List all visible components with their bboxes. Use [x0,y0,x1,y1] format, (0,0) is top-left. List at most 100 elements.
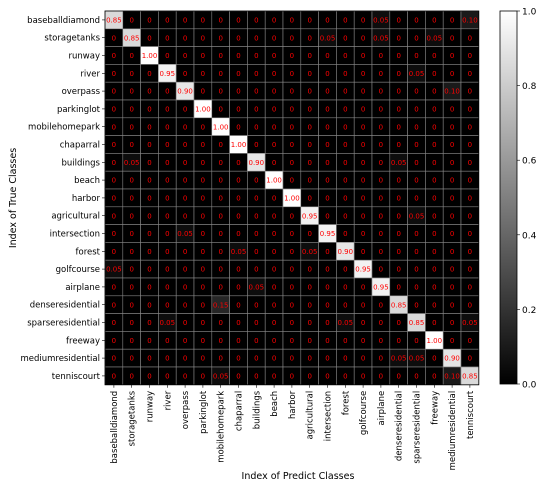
cell-value-label: 0 [307,17,311,25]
x-tick-label: airplane [377,391,387,426]
cell-value-label: 0 [468,177,472,185]
cell-value-label: 0 [147,319,151,327]
cell-value-label: 0 [290,34,294,42]
y-tick-label: sparseresidential [27,319,100,329]
cell-value-label: 0 [290,123,294,131]
cell-value-label: 0 [129,123,133,131]
cell-value-label: 0 [307,34,311,42]
cell-value-label: 0 [343,177,347,185]
cell-value-label: 0.95 [160,70,176,78]
cell-value-label: 0.95 [373,284,389,292]
cell-value-label: 0 [129,301,133,309]
cell-value-label: 0 [325,17,329,25]
cell-value-label: 0 [379,248,383,256]
cell-value-label: 0 [414,230,418,238]
y-axis-label: Index of True Classes [8,148,19,248]
cell-value-label: 0 [468,284,472,292]
cell-value-label: 0 [432,373,436,381]
cell-value-label: 0 [272,337,276,345]
cell-value-label: 0 [218,319,222,327]
cell-value-label: 0 [290,248,294,256]
cell-value-label: 0 [147,177,151,185]
cell-value-label: 0 [325,212,329,220]
x-tick-label: intersection [324,391,334,441]
cell-value-label: 0 [165,88,169,96]
cell-value-label: 1.00 [427,337,443,345]
cell-value-label: 0 [272,17,276,25]
cell-value-label: 0 [236,159,240,167]
cell-value-label: 0 [147,17,151,25]
x-tick-label: river [163,390,173,410]
cell-value-label: 0 [414,88,418,96]
x-tick-label: storagetanks [128,390,138,446]
cell-value-label: 0 [307,195,311,203]
cell-value-label: 0 [450,17,454,25]
cell-value-label: 0 [450,34,454,42]
cell-value-label: 0 [361,17,365,25]
cell-value-label: 0 [432,284,436,292]
cell-value-label: 0 [112,373,116,381]
cell-value-label: 0 [396,34,400,42]
cell-value-label: 0 [379,52,383,60]
cell-value-label: 0 [165,123,169,131]
cell-value-label: 0 [290,88,294,96]
cell-value-label: 0 [343,355,347,363]
cell-value-label: 0 [112,248,116,256]
y-tick-label: mediumresidential [20,354,100,364]
cell-value-label: 0.05 [409,355,425,363]
cell-value-label: 0 [343,70,347,78]
cell-value-label: 0 [307,301,311,309]
cell-value-label: 0 [129,177,133,185]
cell-value-label: 0 [112,301,116,309]
cell-value-label: 0 [218,195,222,203]
cell-value-label: 0 [325,159,329,167]
colorbar [499,10,518,385]
cell-value-label: 0 [112,177,116,185]
cell-value-label: 0.05 [409,70,425,78]
cell-value-label: 0 [147,159,151,167]
cell-value-label: 0.90 [444,355,460,363]
cell-value-label: 0 [147,301,151,309]
cell-value-label: 0 [325,355,329,363]
cell-value-label: 0 [183,159,187,167]
cell-value-label: 0 [432,70,436,78]
x-tick-labels: baseballdiamond storagetanks runway river ov… [110,384,476,470]
cell-value-label: 0 [218,337,222,345]
cell-value-label: 0 [414,17,418,25]
cell-value-label: 0 [396,70,400,78]
cell-value-label: 0 [254,373,258,381]
cell-value-label: 0 [450,337,454,345]
cell-value-label: 0.05 [302,248,318,256]
cell-value-label: 0 [272,355,276,363]
cell-value-label: 0 [112,355,116,363]
cell-value-label: 0 [129,373,133,381]
cell-value-label: 0 [450,301,454,309]
cell-value-label: 0 [129,248,133,256]
cell-value-label: 0 [129,17,133,25]
cell-value-label: 0 [290,159,294,167]
cell-value-label: 0 [201,248,205,256]
cell-value-label: 0 [361,34,365,42]
cell-value-label: 0 [343,337,347,345]
cell-value-label: 0 [414,52,418,60]
cell-value-label: 0.85 [391,301,407,309]
cell-value-label: 0 [468,301,472,309]
y-tick-label: denseresidential [30,301,100,311]
cell-value-label: 0 [201,266,205,274]
cell-value-label: 0 [290,70,294,78]
cell-value-label: 0 [236,106,240,114]
cell-value-label: 0 [201,34,205,42]
cell-value-label: 0 [325,106,329,114]
cell-value-label: 0 [183,301,187,309]
cell-value-label: 0 [379,337,383,345]
cell-value-label: 0 [254,177,258,185]
cell-value-label: 0 [165,373,169,381]
cell-value-label: 0 [361,301,365,309]
cell-value-label: 0 [201,17,205,25]
x-tick-label: forest [341,390,351,415]
cell-value-label: 0 [361,373,365,381]
y-tick-label: baseballdiamond [27,16,100,26]
cell-value-label: 0 [396,17,400,25]
cell-value-label: 0.05 [160,319,176,327]
cell-value-label: 0 [414,106,418,114]
